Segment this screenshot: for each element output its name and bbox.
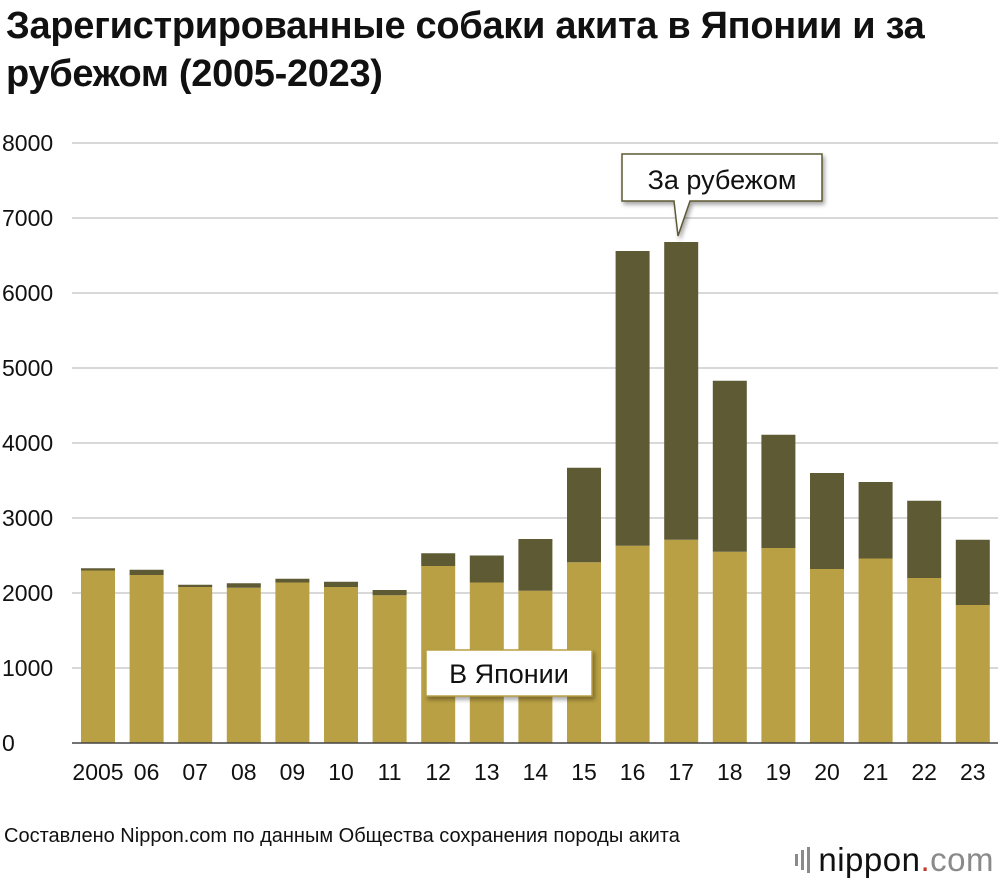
bar-abroad — [858, 482, 893, 559]
y-tick-label: 1000 — [2, 655, 53, 681]
bar-japan — [372, 595, 407, 743]
x-axis-tick-labels: 2005 06 07 08 09 10 11 12 13 14 15 16 17 18 19 20 21 22 23 — [72, 759, 985, 785]
y-tick-label: 5000 — [2, 355, 53, 381]
bar-abroad — [761, 434, 796, 548]
x-tick-label: 09 — [280, 759, 306, 785]
x-tick-label: 2005 — [72, 759, 123, 785]
y-tick-label: 6000 — [2, 280, 53, 306]
x-tick-label: 06 — [134, 759, 160, 785]
y-axis-tick-labels: 0 1000 2000 3000 4000 5000 6000 7000 8000 — [2, 130, 53, 756]
y-tick-label: 8000 — [2, 130, 53, 156]
bar-abroad — [955, 539, 990, 605]
bar-abroad — [518, 539, 553, 591]
bar-japan — [275, 582, 310, 743]
y-tick-label: 4000 — [2, 430, 53, 456]
bar-japan — [858, 558, 893, 743]
source-note: Составлено Nippon.com по данным Общества… — [4, 825, 680, 847]
callout-japan: В Японии — [425, 649, 593, 697]
x-tick-label: 13 — [474, 759, 500, 785]
bar-japan — [955, 605, 990, 743]
x-tick-label: 12 — [425, 759, 451, 785]
x-tick-label: 11 — [378, 759, 402, 785]
x-tick-label: 16 — [620, 759, 646, 785]
bar-japan — [324, 587, 358, 743]
x-tick-label: 21 — [863, 759, 889, 785]
nippon-logo: nippon. com — [795, 838, 994, 882]
bar-japan — [615, 545, 650, 743]
x-tick-label: 19 — [766, 759, 792, 785]
bar-abroad — [372, 590, 407, 596]
bar-abroad — [712, 380, 747, 552]
x-tick-label: 17 — [668, 759, 694, 785]
x-tick-label: 07 — [182, 759, 208, 785]
bar-abroad — [129, 569, 164, 575]
bar-japan — [664, 539, 699, 743]
bar-japan — [178, 587, 213, 743]
bar-japan — [712, 551, 747, 743]
bar-abroad — [81, 568, 115, 571]
callout-japan-label: В Японии — [449, 659, 569, 689]
y-tick-label: 3000 — [2, 505, 53, 531]
logo-name: nippon — [818, 841, 921, 878]
bar-abroad — [226, 583, 261, 588]
stacked-bar-chart: 0 1000 2000 3000 4000 5000 6000 7000 8000 2005 06… — [2, 130, 998, 785]
callout-abroad: За рубежом — [621, 153, 823, 237]
bar-abroad — [324, 581, 358, 587]
x-tick-label: 10 — [328, 759, 354, 785]
bar-japan — [129, 575, 164, 743]
logo-bars-icon — [795, 847, 811, 873]
bar-abroad — [567, 467, 601, 563]
callout-abroad-label: За рубежом — [648, 165, 797, 195]
bar-abroad — [178, 584, 213, 587]
bar-abroad — [421, 553, 456, 566]
bar-abroad — [810, 473, 844, 569]
x-tick-label: 14 — [523, 759, 549, 785]
logo-dot: . — [920, 841, 931, 878]
bar-japan — [907, 578, 942, 743]
y-tick-label: 0 — [2, 730, 15, 756]
bar-abroad — [469, 555, 504, 583]
bar-abroad — [907, 500, 942, 578]
chart-title: Зарегистрированные собаки акита в Японии… — [6, 5, 925, 95]
x-tick-label: 08 — [231, 759, 257, 785]
x-tick-label: 18 — [717, 759, 743, 785]
x-tick-label: 20 — [814, 759, 840, 785]
y-tick-label: 7000 — [2, 205, 53, 231]
y-tick-label: 2000 — [2, 580, 53, 606]
bar-abroad — [664, 242, 699, 540]
bar-japan — [761, 548, 796, 743]
logo-suffix: com — [930, 841, 994, 878]
bar-abroad — [275, 578, 310, 583]
x-tick-label: 15 — [571, 759, 597, 785]
bar-abroad — [615, 251, 650, 546]
x-tick-label: 23 — [960, 759, 986, 785]
bar-japan — [81, 570, 115, 743]
x-tick-label: 22 — [911, 759, 937, 785]
bar-japan — [810, 569, 844, 743]
bar-japan — [226, 587, 261, 743]
gridlines — [72, 142, 998, 669]
